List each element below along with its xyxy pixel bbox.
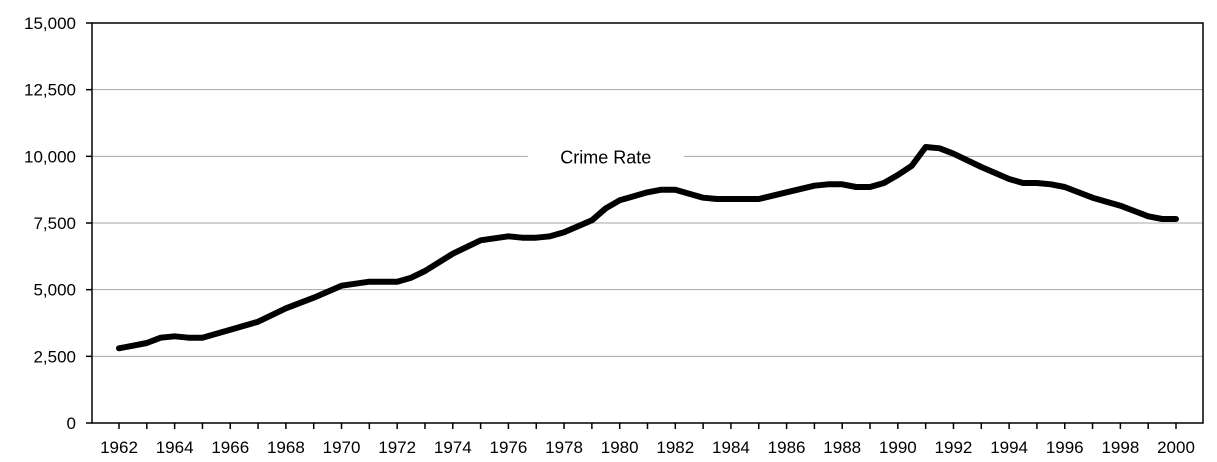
- y-tick-label: 5,000: [33, 281, 76, 300]
- x-tick-label: 1978: [545, 438, 583, 457]
- x-tick-label: 1974: [434, 438, 472, 457]
- x-tick-label: 1966: [211, 438, 249, 457]
- crime-rate-label: Crime Rate: [560, 147, 651, 167]
- x-tick-label: 1980: [601, 438, 639, 457]
- x-tick-label: 1996: [1046, 438, 1084, 457]
- x-tick-label: 1982: [656, 438, 694, 457]
- series-layer: [116, 144, 1179, 352]
- x-tick-label: 1994: [990, 438, 1028, 457]
- y-tick-label: 10,000: [24, 147, 76, 166]
- x-axis: 1962 1964 1966 1968 1970 1972 1974 1976 1978 1980…: [100, 423, 1195, 457]
- gridlines: [92, 89, 1203, 357]
- y-tick-label: 12,500: [24, 81, 76, 100]
- y-tick-label: 15,000: [24, 14, 76, 33]
- x-tick-label: 1998: [1101, 438, 1139, 457]
- x-tick-label: 1970: [323, 438, 361, 457]
- x-tick-label: 1964: [156, 438, 194, 457]
- x-tick-label: 1972: [378, 438, 416, 457]
- y-tick-label: 7,500: [33, 214, 76, 233]
- y-tick-label: 0: [67, 414, 76, 433]
- x-tick-label: 1962: [100, 438, 138, 457]
- x-tick-label: 1968: [267, 438, 305, 457]
- y-tick-label: 2,500: [33, 347, 76, 366]
- x-tick-label: 1984: [712, 438, 750, 457]
- annotation-layer: Crime Rate: [527, 147, 684, 167]
- x-tick-label: 2000: [1157, 438, 1195, 457]
- x-tick-label: 1992: [935, 438, 973, 457]
- series-line-crime-rate: [116, 144, 1179, 352]
- y-axis: 0 2,500 5,000 7,500 10,000 12,500 15,000: [24, 14, 92, 433]
- x-tick-label: 1988: [823, 438, 861, 457]
- x-tick-label: 1986: [768, 438, 806, 457]
- x-tick-label: 1976: [490, 438, 528, 457]
- x-tick-label: 1990: [879, 438, 917, 457]
